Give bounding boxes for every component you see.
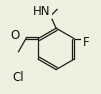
- Text: F: F: [83, 36, 89, 49]
- Text: HN: HN: [33, 5, 51, 18]
- Text: Cl: Cl: [13, 71, 24, 84]
- Text: O: O: [10, 29, 19, 42]
